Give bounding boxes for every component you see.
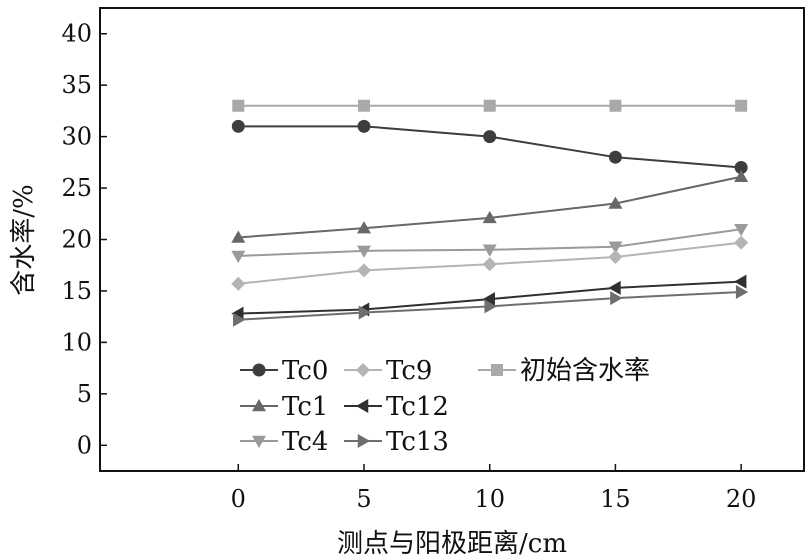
data-point bbox=[357, 245, 371, 258]
legend-label: Tc4 bbox=[282, 427, 328, 457]
legend-entry: Tc9 bbox=[344, 356, 432, 386]
data-point bbox=[610, 291, 623, 306]
y-tick-label: 5 bbox=[77, 380, 92, 408]
data-point bbox=[231, 250, 246, 263]
legend-label: Tc1 bbox=[282, 392, 328, 422]
legend-marker bbox=[252, 435, 266, 448]
legend-entry: Tc13 bbox=[344, 427, 449, 457]
x-tick-label: 15 bbox=[600, 485, 631, 513]
data-point bbox=[357, 119, 371, 133]
legend-label: Tc9 bbox=[386, 356, 432, 386]
x-axis: 0 5 10 15 20 bbox=[231, 464, 757, 513]
series-2 bbox=[231, 169, 749, 243]
data-point bbox=[482, 292, 495, 307]
plot-frame bbox=[99, 7, 805, 472]
x-tick-label: 5 bbox=[356, 485, 371, 513]
series-3 bbox=[231, 223, 749, 263]
legend-marker bbox=[356, 363, 370, 377]
data-point bbox=[734, 169, 749, 182]
data-point bbox=[608, 150, 622, 164]
legend-label: 初始含水率 bbox=[520, 356, 650, 386]
y-tick-label: 15 bbox=[61, 277, 92, 305]
data-point bbox=[608, 280, 621, 295]
legend-label: Tc0 bbox=[282, 356, 328, 386]
data-point bbox=[608, 249, 623, 264]
legend-marker bbox=[357, 434, 370, 448]
data-point bbox=[483, 99, 496, 112]
x-tick-label: 10 bbox=[474, 485, 505, 513]
data-point bbox=[735, 99, 748, 112]
series-5 bbox=[231, 274, 747, 321]
data-point bbox=[608, 241, 623, 254]
y-axis-title: 含水率/% bbox=[9, 184, 39, 295]
data-point bbox=[357, 263, 371, 278]
data-point bbox=[484, 299, 497, 314]
data-point bbox=[608, 196, 623, 209]
legend-marker bbox=[252, 363, 266, 377]
legend-entry: Tc1 bbox=[240, 392, 328, 422]
data-point bbox=[734, 274, 747, 289]
data-point bbox=[734, 223, 749, 237]
x-axis-title: 测点与阳极距离/cm bbox=[337, 529, 567, 559]
y-tick-label: 10 bbox=[61, 328, 92, 356]
y-tick-label: 0 bbox=[77, 431, 92, 459]
data-point bbox=[357, 221, 371, 234]
series-1 bbox=[231, 119, 748, 174]
data-point bbox=[482, 257, 497, 272]
legend-label: Tc13 bbox=[386, 427, 449, 457]
series-layer bbox=[231, 99, 749, 327]
data-point bbox=[358, 305, 371, 320]
data-point bbox=[734, 235, 749, 250]
data-point bbox=[482, 244, 497, 257]
legend-entry: Tc12 bbox=[344, 392, 449, 422]
data-point bbox=[483, 130, 497, 144]
y-tick-label: 30 bbox=[61, 123, 92, 151]
y-tick-label: 35 bbox=[61, 71, 92, 99]
legend-entry: Tc4 bbox=[240, 427, 328, 457]
data-point bbox=[482, 210, 497, 224]
legend-marker bbox=[356, 399, 369, 413]
legend-entry: 初始含水率 bbox=[478, 356, 650, 386]
data-point bbox=[358, 99, 370, 112]
data-point bbox=[232, 99, 245, 112]
data-point bbox=[609, 99, 622, 112]
x-tick-label: 0 bbox=[231, 485, 246, 513]
data-point bbox=[233, 312, 246, 327]
y-axis: 0 5 10 15 20 25 30 35 40 bbox=[61, 20, 107, 459]
legend-entry: Tc0 bbox=[240, 356, 328, 386]
data-point bbox=[734, 160, 748, 174]
series-4 bbox=[231, 235, 749, 291]
series-line bbox=[238, 175, 742, 239]
x-tick-label: 20 bbox=[726, 485, 757, 513]
data-point bbox=[231, 119, 245, 133]
y-tick-label: 25 bbox=[61, 174, 92, 202]
series-7 bbox=[232, 99, 748, 112]
data-point bbox=[231, 276, 246, 291]
legend-marker bbox=[252, 399, 266, 412]
y-tick-label: 20 bbox=[61, 226, 92, 254]
legend: Tc0 Tc9 初始含水率 Tc1 Tc12 Tc4 Tc13 bbox=[240, 356, 650, 457]
y-tick-label: 40 bbox=[61, 20, 92, 48]
legend-label: Tc12 bbox=[386, 392, 449, 422]
data-point bbox=[735, 284, 749, 299]
data-point bbox=[231, 230, 246, 243]
legend-marker bbox=[491, 364, 503, 376]
series-6 bbox=[233, 284, 749, 327]
